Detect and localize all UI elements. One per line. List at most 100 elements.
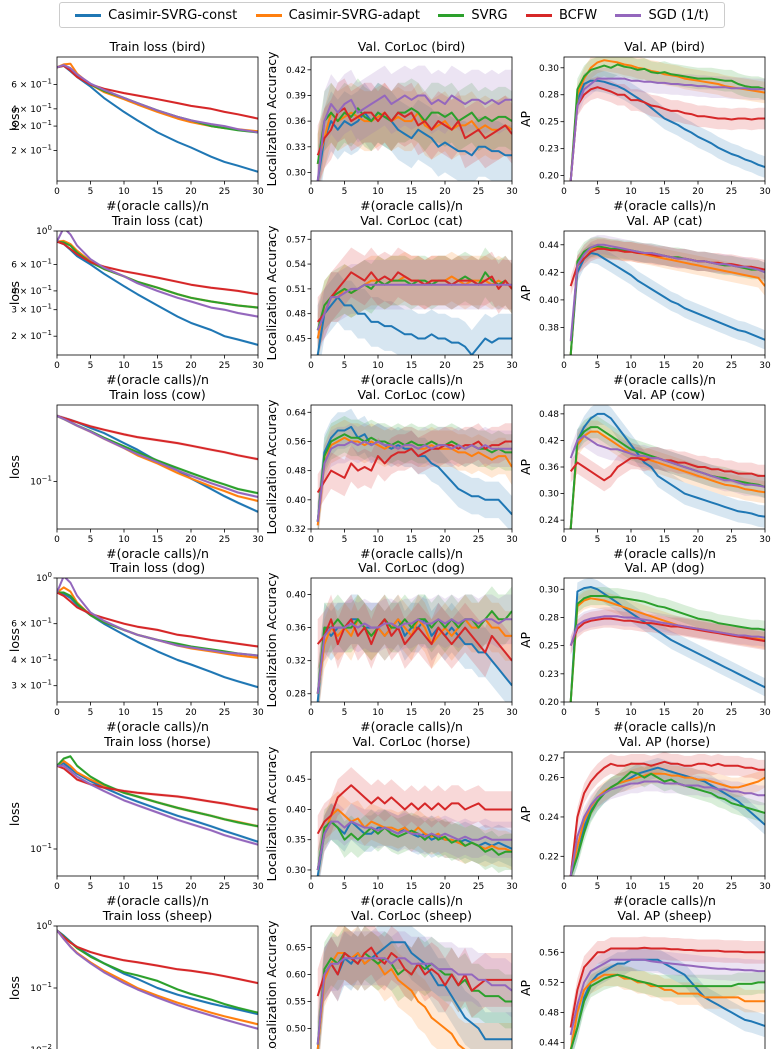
series-line [569,435,765,488]
confidence-band [317,803,512,876]
y-tick-label: 100 [36,224,52,237]
chart-panel: Train loss (cow) #(oracle calls)/n loss 0 5 1… [7,387,264,561]
chart-panel: Val. AP (dog) #(oracle calls)/n AP 0 5 10 15 20… [518,560,771,734]
y-tick-label: 100 [36,571,52,584]
chart-panel: Train loss (bird) #(oracle calls)/n loss 0 5… [7,39,264,213]
y-axis-label: loss [7,281,22,305]
series-line [569,973,765,1049]
confidence-band [57,586,258,660]
chart-panel: Val. CorLoc (sheep)#(oracle calls)/nLoca… [264,908,513,1049]
series-line [57,929,258,1030]
confidence-band [570,76,765,181]
y-tick-label: 0.30 [539,585,559,595]
series-line [569,772,765,876]
x-tick-label: 0 [54,708,60,718]
x-tick-label: 15 [659,882,670,892]
legend-entry: Casimir-SVRG-const [75,8,237,23]
x-tick-label: 30 [252,535,264,545]
x-tick-label: 25 [219,708,230,718]
confidence-band [57,929,258,1016]
y-tick-label: 0.20 [539,172,559,182]
y-tick-label: 0.28 [286,690,306,700]
x-tick-label: 10 [118,882,130,892]
confidence-band [317,247,512,355]
x-tick-label: 10 [118,361,130,371]
y-tick-label: 0.39 [286,91,306,101]
chart-title: Train loss (cow) [108,387,206,402]
x-tick-label: 5 [595,882,601,892]
chart-panel: Train loss (horse) #(oracle calls)/n loss 0… [7,734,264,908]
confidence-band [57,62,258,133]
series-line [569,457,765,482]
series-line [569,243,765,342]
x-axis-label: #(oracle calls)/n [360,719,463,734]
y-axis-label: AP [518,110,533,127]
confidence-band [317,926,512,1049]
x-tick-label: 10 [372,535,384,545]
confidence-band [570,771,765,876]
series-line [316,94,512,181]
x-axis-label: #(oracle calls)/n [360,546,463,561]
x-tick-label: 30 [252,708,264,718]
x-tick-label: 10 [625,882,637,892]
confidence-band [570,948,765,1049]
x-tick-label: 25 [219,361,230,371]
series-line [316,111,512,181]
x-tick-label: 30 [252,361,264,371]
x-tick-label: 15 [406,882,417,892]
series-line [316,820,512,871]
y-tick-label: 6 × 10−1 [11,617,52,630]
y-tick-label: 0.40 [286,496,306,506]
confidence-band [57,754,258,828]
y-tick-label: 10−2 [30,1043,52,1049]
x-tick-label: 5 [595,361,601,371]
x-tick-label: 25 [219,535,230,545]
confidence-band [57,591,258,657]
y-tick-label: 0.48 [286,467,306,477]
x-tick-label: 10 [372,187,384,197]
y-tick-label: 3 × 10−1 [11,119,52,132]
x-tick-label: 0 [308,882,314,892]
x-tick-label: 0 [308,708,314,718]
series-line [569,617,765,646]
y-tick-label: 0.35 [286,836,306,846]
x-tick-label: 5 [595,535,601,545]
confidence-band [317,247,512,347]
x-tick-label: 5 [342,187,348,197]
series-line [57,240,258,296]
legend-swatch [75,13,102,17]
x-tick-label: 10 [372,708,384,718]
series-line [316,957,512,1045]
y-tick-label: 2 × 10−1 [11,143,52,156]
legend-swatch [525,13,552,17]
series-line [569,63,765,181]
x-tick-label: 15 [659,361,670,371]
confidence-band [570,236,765,355]
confidence-band [570,589,765,702]
series-line [57,929,258,1016]
x-tick-label: 15 [152,187,163,197]
chart-title: Val. AP (horse) [619,734,710,749]
y-tick-label: 0.30 [286,866,306,876]
y-tick-label: 0.52 [539,978,559,988]
y-tick-label: 0.22 [539,852,559,862]
chart-title: Train loss (dog) [109,560,205,575]
y-tick-label: 0.36 [286,624,306,634]
legend-entry: BCFW [525,8,597,23]
confidence-band [317,926,512,1049]
confidence-band [570,237,765,355]
x-tick-label: 0 [561,882,567,892]
confidence-band [57,240,258,309]
series-line [57,414,258,498]
x-tick-label: 5 [342,882,348,892]
series-line [569,86,765,181]
x-tick-label: 5 [88,882,94,892]
chart-panel: Val. AP (bird) #(oracle calls)/n AP 0 5 10 15 2… [518,39,771,213]
chart-panel: Val. CorLoc (dog) #(oracle calls)/n Locali… [264,560,518,734]
series-line [316,618,512,694]
series-line [57,755,258,828]
series-line [316,941,512,1049]
series-line [569,973,765,1049]
x-tick-label: 25 [726,361,737,371]
x-tick-label: 25 [219,882,230,892]
